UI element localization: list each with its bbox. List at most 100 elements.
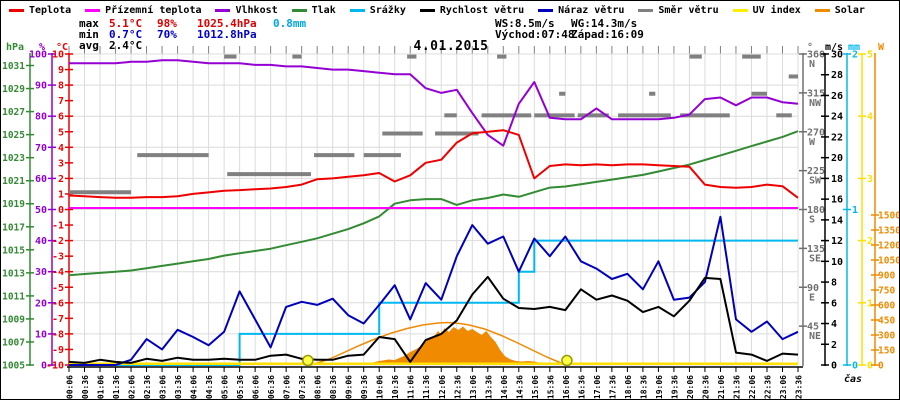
legend-label: Teplota (29, 5, 72, 16)
axis-tick-label-degC: 10 (52, 50, 64, 61)
axis-tick-label-ms: 0 (831, 361, 837, 372)
x-tick-label: 22:36 (763, 375, 772, 399)
sunset-time: Západ:16:09 (571, 28, 644, 41)
x-tick-label: 11:06 (407, 375, 416, 399)
axis-tick-label-uv: 4 (867, 112, 873, 123)
axis-tick-label-ms: 8 (831, 278, 837, 289)
axis-tick-label-deg: 45 (807, 322, 819, 333)
axis-tick-label-uv: 3 (867, 174, 873, 185)
axis-header: m/s (825, 42, 843, 53)
axis-tick-label-degC: 7 (58, 96, 64, 107)
x-tick-label: 17:06 (593, 375, 602, 399)
x-tick-label: 19:06 (655, 375, 664, 399)
legend-label: Srážky (369, 5, 406, 16)
x-tick-label: 09:36 (360, 375, 369, 399)
x-tick-label: 15:36 (546, 375, 555, 399)
axis-tick-label-pct: 60 (35, 174, 47, 185)
x-tick-label: 15:06 (531, 375, 540, 399)
x-axis-caption: čas (844, 374, 863, 385)
axis-tick-label-deg: 270 (807, 127, 825, 138)
x-tick-label: 07:36 (298, 375, 307, 399)
stat-min-label: min (79, 28, 99, 41)
axis-tick-label-degC: -3 (52, 252, 64, 263)
x-tick-label: 18:06 (624, 375, 633, 399)
axis-tick-label-w: 1050 (878, 256, 900, 267)
axis-tick-label-hpa: 1021 (2, 176, 25, 187)
legend-label: Vlhkost (235, 5, 278, 16)
axis-tick-label-deg: 90 (807, 283, 819, 294)
axis-tick-label-pct: 0 (41, 361, 47, 372)
axis-tick-label-mm: 1 (852, 205, 858, 216)
axis-tick-label-ms: 26 (831, 91, 843, 102)
x-tick-label: 06:06 (252, 375, 261, 399)
axis-tick-label-degC: 5 (58, 127, 64, 138)
axis-tick-label-deg: 315 (807, 88, 825, 99)
stat-avg-temp: 2.4°C (109, 39, 143, 52)
axis-tick-label-hpa: 1029 (2, 84, 25, 95)
x-tick-label: 01:06 (97, 375, 106, 399)
series-naraz (69, 215, 799, 366)
axis-tick-label-ms: 2 (831, 340, 837, 351)
x-tick-label: 14:36 (515, 375, 524, 399)
legend-label: Přízemní teplota (105, 5, 202, 16)
axis-tick-label-hpa: 1011 (2, 291, 25, 302)
sun-marker-icon (561, 354, 573, 367)
axis-tick-label-ms: 24 (831, 112, 843, 123)
axis-tick-label-w: 1350 (878, 226, 900, 237)
axis-tick-label-mm: 2 (852, 50, 858, 61)
axis-tick-label-w: 1200 (878, 241, 900, 252)
x-tick-label: 09:06 (345, 375, 354, 399)
axis-tick-label-hpa: 1023 (2, 153, 25, 164)
legend-swatch-icon (419, 9, 435, 12)
axis-tick-label-pct: 80 (35, 112, 47, 123)
x-tick-label: 22:06 (748, 375, 757, 399)
x-tick-label: 05:06 (221, 375, 230, 399)
wind-sun-info: WS:8.5m/s WG:14.3m/s Východ:07:48 Západ:… (495, 18, 644, 40)
x-tick-label: 13:06 (469, 375, 478, 399)
x-tick-label: 14:06 (500, 375, 509, 399)
axis-tick-label-hpa: 1017 (2, 222, 25, 233)
series-teplota (68, 129, 799, 199)
axis-tick-label-uv: 0 (867, 361, 873, 372)
axis-tick-label-degC: 3 (58, 158, 64, 169)
axis-tick-label-ms: 4 (831, 319, 837, 330)
legend-label: Náraz větru (558, 5, 625, 16)
x-tick-label: 19:36 (670, 375, 679, 399)
axis-tick-label-degC: -4 (52, 267, 64, 278)
x-tick-label: 21:36 (732, 375, 741, 399)
series-tlak (68, 130, 799, 277)
stat-min-temp: 0.7°C (109, 28, 143, 41)
stat-min-pres: 1012.8hPa (197, 28, 257, 41)
wind-speed-max: WS:8.5m/s (495, 17, 555, 30)
legend-swatch-icon (349, 9, 365, 12)
axis-tick-label-hpa: 1015 (2, 245, 25, 256)
legend-item-8: Směr větru (638, 5, 719, 16)
x-tick-label: 23:36 (795, 375, 804, 399)
axis-tick-label-deg: 360 (807, 50, 825, 61)
axis-tick-label-ms: 6 (831, 298, 837, 309)
legend-swatch-icon (638, 9, 654, 12)
x-tick-label: 02:36 (143, 375, 152, 399)
legend-item-2: Přízemní teplota (85, 5, 201, 16)
x-tick-label: 04:36 (205, 375, 214, 399)
axis-tick-label-ms: 16 (831, 195, 843, 206)
legend-item-1: Teplota (9, 5, 71, 16)
axis-tick-label-w: 300 (878, 331, 895, 342)
axis-compass-label: NE (809, 331, 821, 342)
stat-min-hum: 70% (157, 28, 177, 41)
axis-tick-label-degC: 4 (58, 143, 64, 154)
axis-tick-label-degC: -1 (52, 221, 64, 232)
stat-max-pres: 1025.4hPa (197, 17, 257, 30)
legend-label: Tlak (311, 5, 336, 16)
sunrise-time: Východ:07:48 (495, 28, 575, 41)
axis-tick-label-hpa: 1013 (2, 268, 25, 279)
x-tick-label: 23:06 (779, 375, 788, 399)
axis-tick-label-pct: 70 (35, 143, 47, 154)
axis-tick-label-degC: -10 (46, 361, 64, 372)
axis-tick-label-degC: -6 (52, 298, 64, 309)
axis-tick-label-pct: 90 (35, 81, 47, 92)
series-solar-curve (310, 321, 568, 366)
stat-avg-label: avg (79, 39, 99, 52)
x-tick-label: 20:06 (686, 375, 695, 399)
